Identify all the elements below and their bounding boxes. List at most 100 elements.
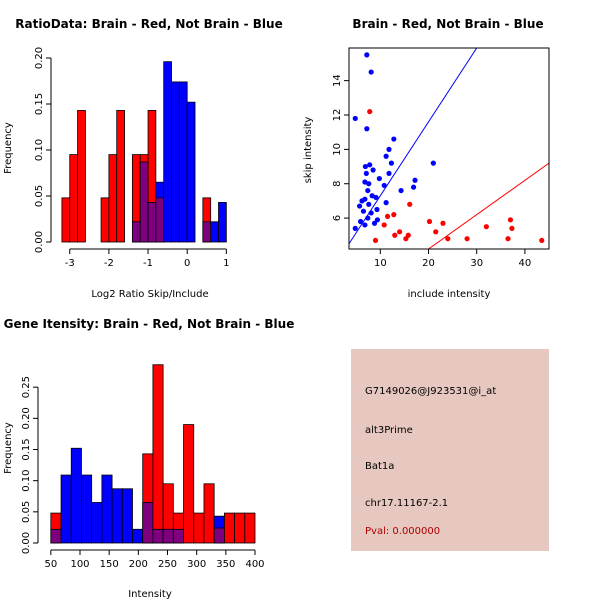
not-brain-point xyxy=(386,170,392,177)
y-tick-label: 0.20 xyxy=(21,407,32,429)
x-tick-label: 200 xyxy=(129,559,148,570)
brain-point xyxy=(445,236,451,242)
brain-point xyxy=(397,229,403,235)
gene-histogram-ylabel: Frequency xyxy=(3,422,14,474)
info-panel: G7149026@J923531@i_at alt3Prime Bat1a ch… xyxy=(351,349,549,551)
not-brain-point xyxy=(373,194,379,201)
brain-point xyxy=(507,217,514,223)
brain-point xyxy=(464,236,470,242)
y-tick-label: 0.05 xyxy=(21,501,32,523)
not-brain-point xyxy=(357,203,363,209)
not-brain-bar xyxy=(132,528,144,544)
y-tick-label: 0.15 xyxy=(21,438,32,460)
not-brain-bar xyxy=(163,61,172,243)
brain-bar xyxy=(77,110,86,243)
not-brain-point xyxy=(398,187,404,194)
ratio-histogram: RatioData: Brain - Red, Not Brain - Blue… xyxy=(3,17,283,300)
brain-bar xyxy=(234,512,246,544)
x-tick-label: 0 xyxy=(184,258,190,269)
not-brain-point xyxy=(365,187,371,194)
ratio-histogram-title: RatioData: Brain - Red, Not Brain - Blue xyxy=(15,17,282,31)
y-tick-label: 0.00 xyxy=(34,231,45,253)
brain-point xyxy=(384,213,391,219)
not-brain-point xyxy=(362,163,368,170)
scatter-xlabel: include intensity xyxy=(408,289,491,300)
not-brain-point xyxy=(383,200,389,206)
not-brain-point xyxy=(391,136,397,142)
not-brain-bar xyxy=(210,221,219,243)
not-brain-bar xyxy=(81,474,93,544)
brain-point xyxy=(440,220,446,226)
y-tick-label: 0.20 xyxy=(34,47,45,69)
intensity-scatter: Brain - Red, Not Brain - Blue include in… xyxy=(303,17,550,300)
x-tick-label: -2 xyxy=(104,258,114,269)
brain-point xyxy=(483,224,489,230)
not-brain-point xyxy=(412,177,418,183)
y-tick-label: 0.10 xyxy=(34,139,45,161)
y-tick-label: 0.10 xyxy=(21,470,32,492)
y-tick-label: 0.15 xyxy=(34,93,45,115)
x-tick-label: 250 xyxy=(158,559,177,570)
not-brain-bar xyxy=(91,502,103,544)
gene-histogram-title: Gene Itensity: Brain - Red, Not Brain - … xyxy=(4,317,295,331)
ratio-histogram-xlabel: Log2 Ratio Skip/Include xyxy=(91,289,208,300)
not-brain-bar xyxy=(218,202,227,243)
x-tick-label: 100 xyxy=(70,559,89,570)
x-tick-label: 40 xyxy=(519,258,532,269)
y-tick-label: 12 xyxy=(332,109,343,122)
not-brain-point xyxy=(365,215,371,221)
gene-location: chr17.11167-2.1 xyxy=(365,498,449,509)
y-tick-label: 14 xyxy=(332,74,343,87)
brain-point xyxy=(367,108,373,115)
brain-point xyxy=(381,222,387,228)
brain-bar xyxy=(108,154,118,243)
not-brain-point xyxy=(386,146,392,152)
x-tick-label: 1 xyxy=(223,258,229,269)
brain-point xyxy=(433,229,439,235)
not-brain-point xyxy=(362,222,368,228)
gene-histogram-xlabel: Intensity xyxy=(128,589,172,600)
x-tick-label: 350 xyxy=(216,559,235,570)
brain-point xyxy=(403,236,409,242)
x-tick-label: 30 xyxy=(470,258,483,269)
scatter-title: Brain - Red, Not Brain - Blue xyxy=(352,17,543,31)
not-brain-point xyxy=(367,162,373,168)
not-brain-point xyxy=(352,115,358,122)
x-tick-label: -1 xyxy=(143,258,153,269)
x-tick-label: -3 xyxy=(65,258,75,269)
brain-bar xyxy=(116,110,125,243)
probe-id: G7149026@J923531@i_at xyxy=(365,386,497,397)
brain-bar xyxy=(61,197,71,243)
not-brain-point xyxy=(374,206,380,213)
gene-name: Bat1a xyxy=(365,461,395,472)
y-tick-label: 6 xyxy=(332,215,343,221)
x-tick-label: 20 xyxy=(422,258,435,269)
brain-bar xyxy=(152,364,164,544)
overlap-bar xyxy=(50,528,62,544)
not-brain-point xyxy=(364,126,370,132)
brain-point xyxy=(392,232,398,238)
not-brain-point xyxy=(360,208,367,214)
brain-bar xyxy=(100,197,110,243)
not-brain-bar xyxy=(186,101,196,243)
y-tick-label: 0.25 xyxy=(21,376,32,398)
brain-point xyxy=(426,218,433,225)
overlap-bar xyxy=(162,528,174,544)
p-value: Pval: 0.000000 xyxy=(365,526,441,537)
y-tick-label: 8 xyxy=(332,181,343,187)
not-brain-point xyxy=(352,225,358,231)
brain-bar xyxy=(244,512,256,544)
y-tick-label: 0.05 xyxy=(34,185,45,207)
brain-bar xyxy=(193,512,205,544)
not-brain-point xyxy=(368,210,374,216)
overlap-bar xyxy=(152,528,164,544)
brain-bar xyxy=(69,154,78,243)
not-brain-fit-line xyxy=(349,48,478,245)
not-brain-bar xyxy=(178,81,188,243)
not-brain-bar xyxy=(121,488,133,544)
x-tick-label: 400 xyxy=(245,559,264,570)
brain-point xyxy=(505,236,511,242)
not-brain-point xyxy=(374,217,381,223)
not-brain-point xyxy=(381,182,387,189)
not-brain-bar xyxy=(60,474,72,544)
